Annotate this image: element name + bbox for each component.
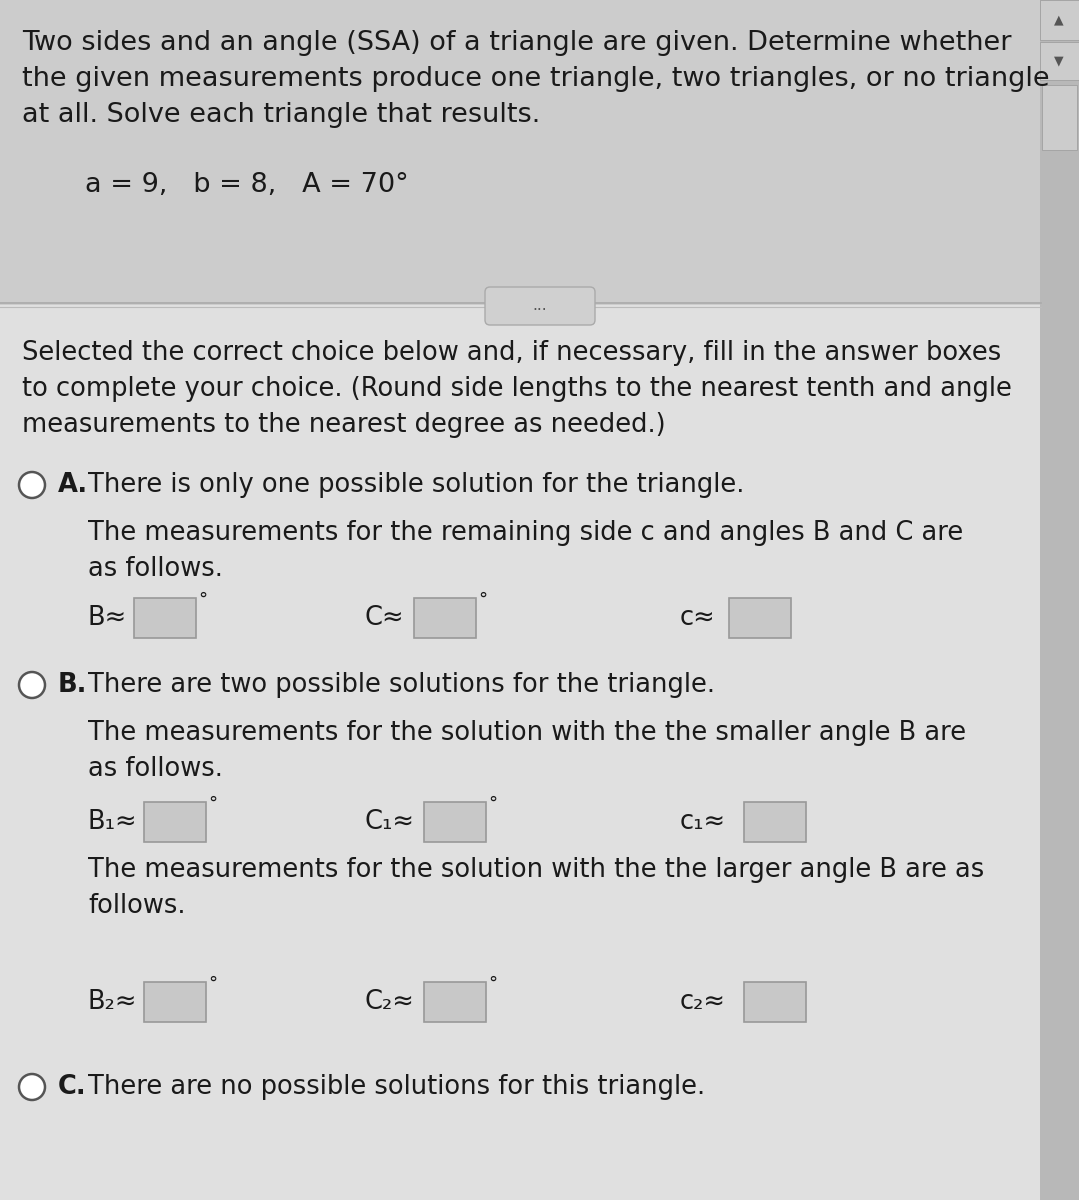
Text: C.: C. (58, 1074, 86, 1100)
Text: °: ° (488, 974, 497, 994)
Bar (745, 982, 806, 1022)
Text: A.: A. (58, 472, 88, 498)
Text: The measurements for the solution with the the smaller angle B are
as follows.: The measurements for the solution with t… (88, 720, 966, 782)
Text: There are no possible solutions for this triangle.: There are no possible solutions for this… (88, 1074, 705, 1100)
Bar (134, 598, 196, 638)
Bar (1040, 0, 1079, 1200)
Bar (1040, 42, 1079, 80)
Text: The measurements for the solution with the the larger angle B are as
follows.: The measurements for the solution with t… (88, 857, 984, 919)
Text: C≈: C≈ (365, 605, 405, 631)
Text: °: ° (478, 590, 487, 608)
Text: Selected the correct choice below and, if necessary, fill in the answer boxes
to: Selected the correct choice below and, i… (22, 340, 1012, 438)
Bar (144, 802, 206, 842)
Bar (144, 982, 206, 1022)
Bar (745, 802, 806, 842)
Text: B.: B. (58, 672, 87, 698)
Bar (424, 982, 486, 1022)
Text: c₁≈: c₁≈ (680, 809, 726, 835)
Bar (729, 598, 791, 638)
Text: C₂≈: C₂≈ (365, 989, 414, 1015)
Text: There is only one possible solution for the triangle.: There is only one possible solution for … (88, 472, 745, 498)
Text: a = 9,   b = 8,   A = 70°: a = 9, b = 8, A = 70° (85, 172, 409, 198)
Text: B≈: B≈ (88, 605, 127, 631)
Text: ...: ... (533, 299, 547, 313)
Circle shape (19, 672, 45, 698)
Text: ▲: ▲ (1054, 13, 1064, 26)
Text: C₁≈: C₁≈ (365, 809, 415, 835)
Circle shape (19, 1074, 45, 1100)
Text: B₁≈: B₁≈ (88, 809, 138, 835)
Bar (0, 0, 1040, 305)
Bar (424, 802, 486, 842)
Bar (1042, 85, 1077, 150)
Text: ▼: ▼ (1054, 54, 1064, 67)
Circle shape (19, 472, 45, 498)
Text: c≈: c≈ (680, 605, 715, 631)
Text: B₂≈: B₂≈ (88, 989, 137, 1015)
FancyBboxPatch shape (484, 287, 595, 325)
Text: The measurements for the remaining side c and angles B and C are
as follows.: The measurements for the remaining side … (88, 520, 964, 582)
Text: There are two possible solutions for the triangle.: There are two possible solutions for the… (88, 672, 715, 698)
Text: Two sides and an angle (SSA) of a triangle are given. Determine whether
the give: Two sides and an angle (SSA) of a triang… (22, 30, 1050, 128)
Text: °: ° (199, 590, 207, 608)
Text: c₂≈: c₂≈ (680, 989, 726, 1015)
Text: °: ° (488, 794, 497, 814)
Bar (0, 305, 1040, 1200)
Text: °: ° (208, 794, 217, 814)
Bar (1040, 0, 1079, 40)
Text: °: ° (208, 974, 217, 994)
Bar (414, 598, 476, 638)
